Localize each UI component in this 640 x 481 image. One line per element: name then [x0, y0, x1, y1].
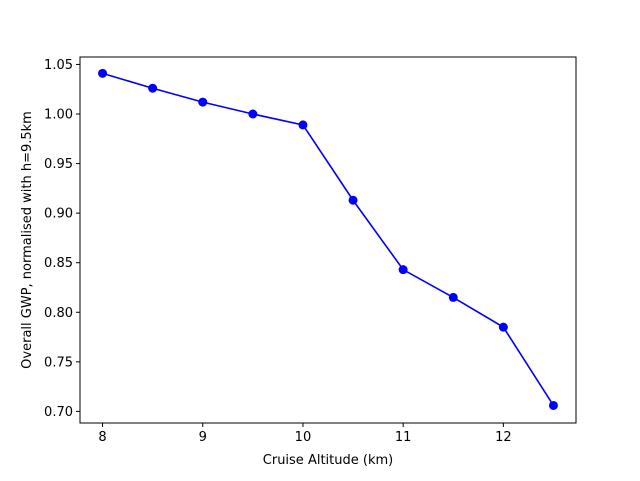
plot-frame — [79, 56, 577, 424]
y-tick-label: 0.70 — [44, 405, 73, 420]
data-point — [348, 195, 358, 205]
y-axis-ticks: 0.70 0.75 0.80 0.85 0.90 0.95 1.00 1.05 — [44, 58, 80, 420]
x-tick-label: 9 — [199, 430, 207, 445]
y-tick-label: 0.75 — [44, 355, 73, 370]
data-point — [398, 265, 408, 275]
data-point — [548, 400, 558, 410]
data-point — [98, 68, 108, 78]
x-axis-label: Cruise Altitude (km) — [263, 453, 393, 468]
series-line — [102, 72, 555, 406]
series-layer — [98, 68, 558, 410]
x-tick-label: 11 — [395, 430, 412, 445]
y-tick-label: 1.00 — [44, 108, 73, 123]
y-tick-label: 0.90 — [44, 207, 73, 222]
data-point — [498, 322, 508, 332]
y-axis-label: Overall GWP, normalised with h=9.5km — [20, 111, 35, 369]
x-tick-label: 8 — [98, 430, 106, 445]
x-axis-ticks: 8 9 10 11 12 — [98, 423, 512, 445]
y-tick-label: 0.85 — [44, 256, 73, 271]
data-point — [448, 292, 458, 302]
y-tick-label: 0.80 — [44, 306, 73, 321]
x-tick-label: 10 — [295, 430, 312, 445]
data-point — [148, 83, 158, 93]
y-tick-label: 1.05 — [44, 58, 73, 73]
data-point — [198, 97, 208, 107]
y-tick-label: 0.95 — [44, 157, 73, 172]
x-tick-label: 12 — [495, 430, 512, 445]
data-point — [248, 109, 258, 119]
data-point — [298, 120, 308, 130]
